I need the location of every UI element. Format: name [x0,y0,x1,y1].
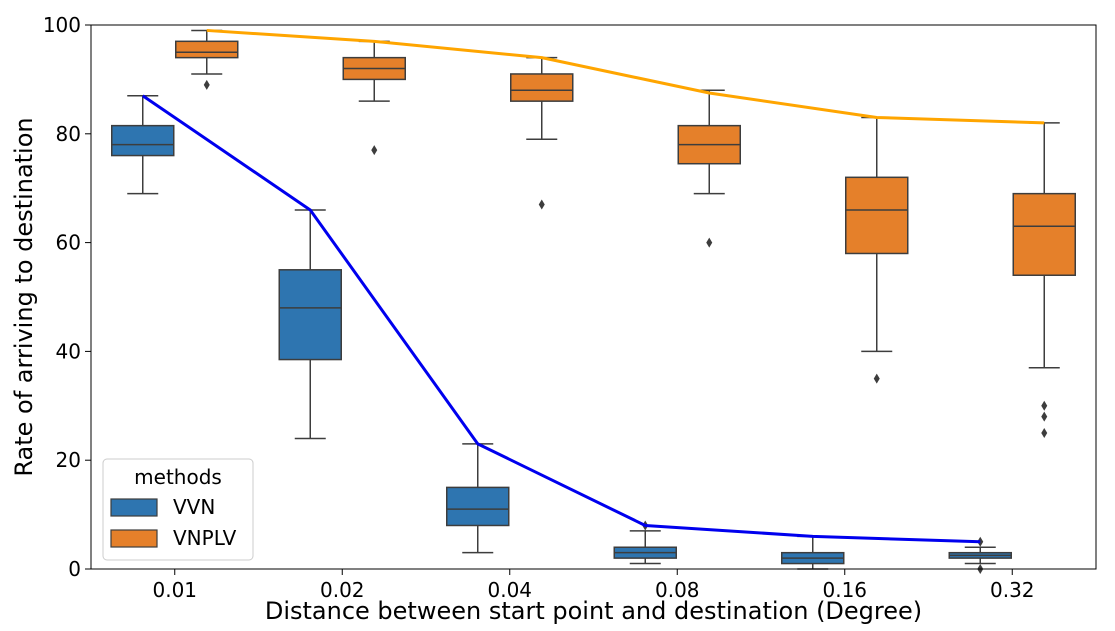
x-axis-label: Distance between start point and destina… [265,597,922,625]
trend-line-vvn [141,94,981,544]
y-tick-label: 40 [56,339,81,363]
legend-label-vnplv: VNPLV [173,526,237,550]
outlier-point [706,237,713,248]
x-tick-label: 0.08 [655,578,700,602]
x-tick-label: 0.02 [320,578,365,602]
box-body [278,269,342,361]
box-vnplv-0.32 [1012,122,1076,438]
x-tick-label: 0.32 [990,578,1035,602]
y-tick-label: 20 [56,448,81,472]
x-tick-label: 0.16 [822,578,867,602]
box-body [175,40,239,59]
y-tick-label: 0 [68,557,81,581]
plot-area [111,28,1076,574]
outlier-point [1041,411,1048,422]
trend-line-vnplv [206,28,1045,125]
y-tick-label: 100 [43,13,81,37]
box-vnplv-0.08 [677,89,741,248]
box-vnplv-0.04 [510,56,574,210]
plot-frame [90,24,1097,570]
outlier-point [1041,400,1048,411]
box-vnplv-0.01 [175,29,239,90]
outlier-point [538,199,545,210]
box-vvn-0.02 [278,209,342,440]
box-vvn-0.01 [111,94,175,195]
y-axis-label: Rate of arriving to destination [10,117,38,476]
box-body [446,486,510,527]
legend-label-vvn: VVN [173,495,215,519]
box-vnplv-0.02 [342,40,406,156]
outlier-point [203,79,210,90]
legend-swatch-vvn [110,498,158,517]
box-body [510,73,574,102]
y-tick-label: 60 [56,231,81,255]
legend-swatch-vnplv [110,529,158,548]
legend: methods VVN VNPLV [102,458,254,561]
axes: 0 20 40 60 80 100 0.01 0.02 0.04 0.08 0.16 0.32 [43,13,1097,602]
outlier-point [371,145,378,156]
x-tick-label: 0.01 [152,578,197,602]
x-tick-label: 0.04 [487,578,532,602]
box-body [1012,192,1076,276]
box-vvn-0.04 [446,443,510,554]
box-vnplv-0.16 [845,116,909,384]
box-body [845,176,909,255]
box-body [111,124,175,157]
y-tick-label: 80 [56,122,81,146]
outlier-point [873,373,880,384]
legend-title: methods [134,465,222,489]
box-vvn-0.16 [781,535,845,570]
outlier-point [1041,428,1048,438]
